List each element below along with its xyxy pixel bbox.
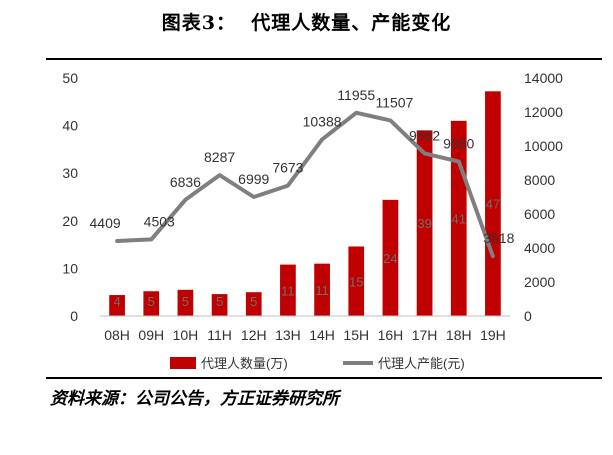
- x-tick-label: 16H: [378, 327, 404, 343]
- left-axis: 0 10 20 30 40 50: [62, 70, 78, 324]
- bar-data-label: 5: [250, 294, 257, 309]
- x-tick-label: 13H: [275, 327, 301, 343]
- left-tick-label: 0: [70, 308, 78, 324]
- legend: 代理人数量(万) 代理人产能(元): [170, 356, 465, 371]
- bar: [348, 246, 365, 316]
- line-data-label: 11507: [375, 94, 413, 110]
- line-data-label: 4503: [144, 213, 175, 229]
- left-tick-label: 40: [62, 118, 78, 134]
- line-data-label: 9562: [409, 127, 440, 143]
- bar-data-label: 41: [452, 211, 466, 226]
- right-tick-label: 12000: [524, 104, 563, 120]
- x-tick-label: 08H: [104, 327, 130, 343]
- legend-bar-swatch: [170, 357, 196, 369]
- right-tick-label: 10000: [524, 138, 563, 154]
- bar: [416, 130, 433, 316]
- x-tick-label: 12H: [241, 327, 267, 343]
- bar: [143, 291, 160, 316]
- line-series: [115, 110, 495, 259]
- bar: [211, 294, 228, 316]
- right-tick-label: 2000: [524, 274, 555, 290]
- x-tick-label: 19H: [480, 327, 506, 343]
- chart: 0 10 20 30 40 50 0 2000 4000 6000 8000 10000 12000 1…: [62, 70, 563, 371]
- bar: [314, 263, 330, 316]
- left-tick-label: 10: [62, 260, 78, 276]
- bar-data-label: 24: [383, 251, 397, 266]
- source-rule: [46, 377, 602, 379]
- line-data-label: 10388: [303, 113, 342, 129]
- right-axis: 0 2000 4000 6000 8000 10000 12000 14000: [524, 70, 563, 324]
- right-tick-label: 6000: [524, 206, 555, 222]
- line-data-label: 11955: [337, 87, 375, 103]
- line-data-label: 6999: [238, 171, 269, 187]
- bar-data-label: 39: [417, 216, 431, 231]
- bar-series: [109, 91, 501, 316]
- x-tick-label: 09H: [138, 327, 164, 343]
- source-note: 资料来源：公司公告，方正证券研究所: [50, 389, 339, 409]
- right-tick-label: 4000: [524, 240, 555, 256]
- left-tick-label: 30: [62, 165, 78, 181]
- x-tick-label: 15H: [343, 327, 369, 343]
- x-axis: 08H 09H 10H 11H 12H 13H 14H 15H 16H 17H 18H 19H: [100, 315, 510, 343]
- bar-data-label: 11: [315, 283, 329, 298]
- right-tick-label: 0: [524, 308, 532, 324]
- x-tick-label: 11H: [207, 327, 232, 343]
- line-path: [115, 110, 495, 259]
- line-data-label: 7673: [272, 160, 303, 176]
- figure-title: 图表3： 代理人数量、产能变化: [161, 12, 452, 34]
- left-tick-label: 20: [62, 213, 78, 229]
- bar: [280, 264, 296, 316]
- bar-data-label: 47: [486, 197, 500, 212]
- line-data-label: 6836: [170, 174, 201, 190]
- bar-data-label: 15: [349, 274, 363, 289]
- x-tick-label: 18H: [446, 327, 472, 343]
- bar-data-label: 11: [281, 283, 295, 298]
- x-tick-label: 17H: [412, 327, 438, 343]
- x-tick-label: 14H: [309, 327, 335, 343]
- bar: [109, 295, 125, 316]
- line-data-label: 9080: [443, 136, 474, 152]
- line-data-label: 4409: [90, 215, 121, 231]
- bar-data-labels: 4 5 5 5 5 11 11 15 24 39 41 47: [113, 197, 500, 309]
- title-rule: [46, 58, 602, 60]
- bar: [177, 289, 194, 316]
- bar-data-label: 4: [113, 294, 120, 309]
- bar: [245, 292, 262, 316]
- left-tick-label: 50: [62, 70, 78, 86]
- bar: [485, 91, 501, 316]
- legend-line-label: 代理人产能(元): [378, 356, 465, 371]
- legend-bar-label: 代理人数量(万): [201, 356, 288, 371]
- x-tick-label: 10H: [173, 327, 199, 343]
- right-tick-label: 8000: [524, 172, 555, 188]
- bar: [382, 199, 399, 316]
- right-tick-label: 14000: [524, 70, 563, 86]
- bar-data-label: 5: [216, 294, 223, 309]
- line-data-label: 8287: [204, 149, 235, 165]
- line-data-label: 3518: [483, 230, 514, 246]
- bar-data-label: 5: [148, 294, 155, 309]
- bar-data-label: 5: [182, 294, 189, 309]
